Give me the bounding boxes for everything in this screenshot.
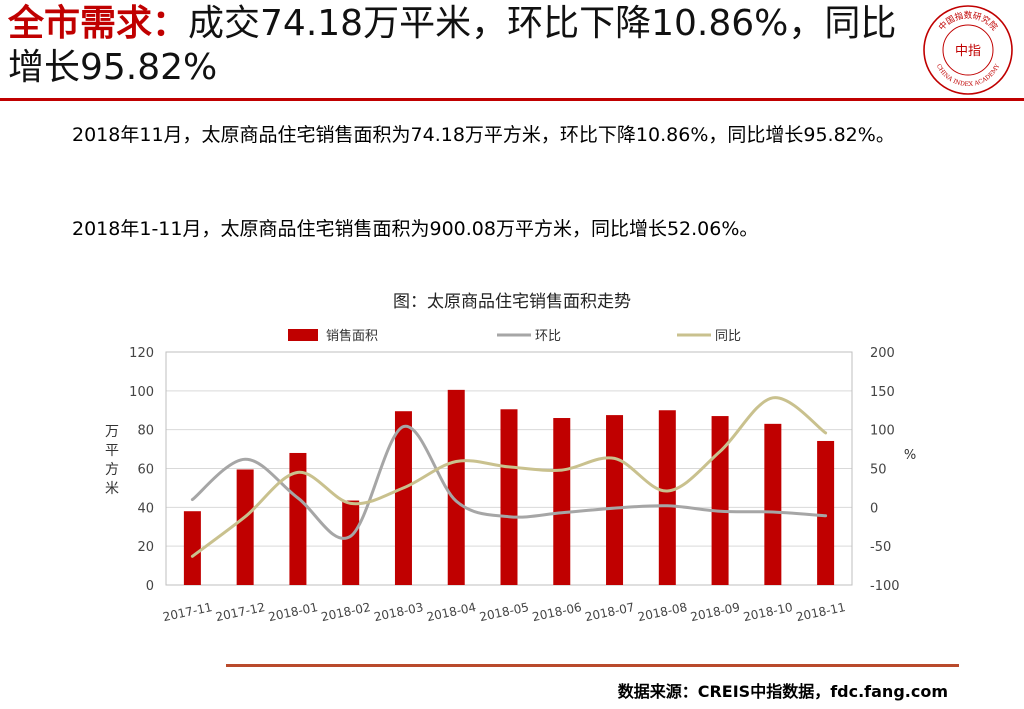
y2-tick-label: 50 (870, 463, 887, 478)
paragraph-ytd: 2018年1-11月，太原商品住宅销售面积为900.08万平方米，同比增长52.… (72, 218, 759, 240)
y2-axis-label: % (904, 448, 916, 463)
bar-2018-09 (711, 416, 729, 585)
y-tick-label: 20 (137, 540, 154, 555)
legend-label-同比: 同比 (715, 329, 741, 344)
bar-2018-02 (342, 500, 360, 585)
data-source: 数据来源：CREIS中指数据，fdc.fang.com (617, 682, 948, 701)
y2-tick-label: -100 (870, 579, 900, 594)
series-line-环比 (190, 425, 828, 540)
y2-tick-label: 200 (870, 346, 895, 361)
y-tick-label: 120 (129, 346, 154, 361)
bar-2018-08 (658, 410, 676, 585)
bar-2018-11 (817, 440, 835, 585)
x-tick-label: 2018-07 (584, 600, 636, 624)
title-rest: 成交74.18万平米，环比下降10.86%，同比增长95.82% (8, 3, 897, 88)
x-tick-label: 2018-09 (689, 600, 741, 624)
y-axis-label-char: 方 (105, 462, 119, 478)
bar-2018-01 (289, 452, 307, 585)
legend-label-销售面积: 销售面积 (326, 328, 378, 344)
x-tick-label: 2018-06 (531, 600, 583, 624)
logo-center-text: 中指 (955, 44, 981, 59)
title-highlight: 全市需求： (8, 3, 189, 44)
y2-tick-label: 100 (870, 424, 895, 439)
bar-2018-04 (447, 389, 465, 585)
x-tick-label: 2018-01 (267, 600, 319, 624)
svg-text:中国指数研究院: 中国指数研究院 (936, 10, 1000, 33)
bar-2018-10 (764, 423, 782, 585)
x-tick-label: 2018-10 (742, 600, 794, 624)
y-axis-label-char: 米 (105, 481, 119, 497)
china-index-academy-logo: 中国指数研究院 CHINA INDEX ACADEMY 中指 (923, 5, 1013, 95)
bar-2017-11 (183, 511, 201, 585)
legend-label-环比: 环比 (535, 329, 561, 344)
bar-2018-06 (553, 418, 571, 585)
x-tick-label: 2018-05 (478, 600, 530, 624)
logo-arc-text: 中国指数研究院 (936, 10, 1000, 33)
x-tick-label: 2018-11 (795, 600, 847, 624)
y-tick-label: 80 (137, 424, 154, 439)
x-tick-label: 2018-04 (425, 600, 477, 624)
x-tick-label: 2018-02 (320, 600, 372, 624)
x-tick-label: 2017-12 (214, 600, 266, 624)
bar-2018-05 (500, 409, 518, 585)
paragraph-monthly: 2018年11月，太原商品住宅销售面积为74.18万平方米，环比下降10.86%… (72, 124, 895, 146)
y2-tick-label: 0 (870, 501, 878, 516)
bar-2017-12 (236, 469, 254, 585)
source-divider (226, 664, 959, 667)
y-axis-label-char: 平 (105, 443, 119, 459)
y2-tick-label: 150 (870, 385, 895, 400)
y-tick-label: 100 (129, 385, 154, 400)
y-axis-label-char: 万 (105, 424, 119, 440)
bar-2018-07 (606, 415, 624, 585)
chart-caption: 图：太原商品住宅销售面积走势 (393, 292, 631, 312)
sales-area-chart: 0 20 40 60 80 100 120 -100 -50 0 50 100 150 200 万平方米% 2… (105, 328, 916, 624)
x-tick-label: 2018-03 (373, 600, 425, 624)
title-divider (0, 98, 1024, 101)
y-tick-label: 40 (137, 501, 154, 516)
series-line-同比 (190, 396, 828, 558)
page-title: 全市需求：成交74.18万平米，环比下降10.86%，同比增长95.82% (8, 2, 913, 90)
x-tick-label: 2018-08 (636, 600, 688, 624)
legend-swatch-销售面积 (288, 329, 318, 341)
x-tick-label: 2017-11 (162, 600, 214, 624)
y2-tick-label: -50 (870, 540, 891, 555)
bar-2018-03 (394, 411, 412, 585)
y-tick-label: 0 (146, 579, 154, 594)
y-tick-label: 60 (137, 463, 154, 478)
